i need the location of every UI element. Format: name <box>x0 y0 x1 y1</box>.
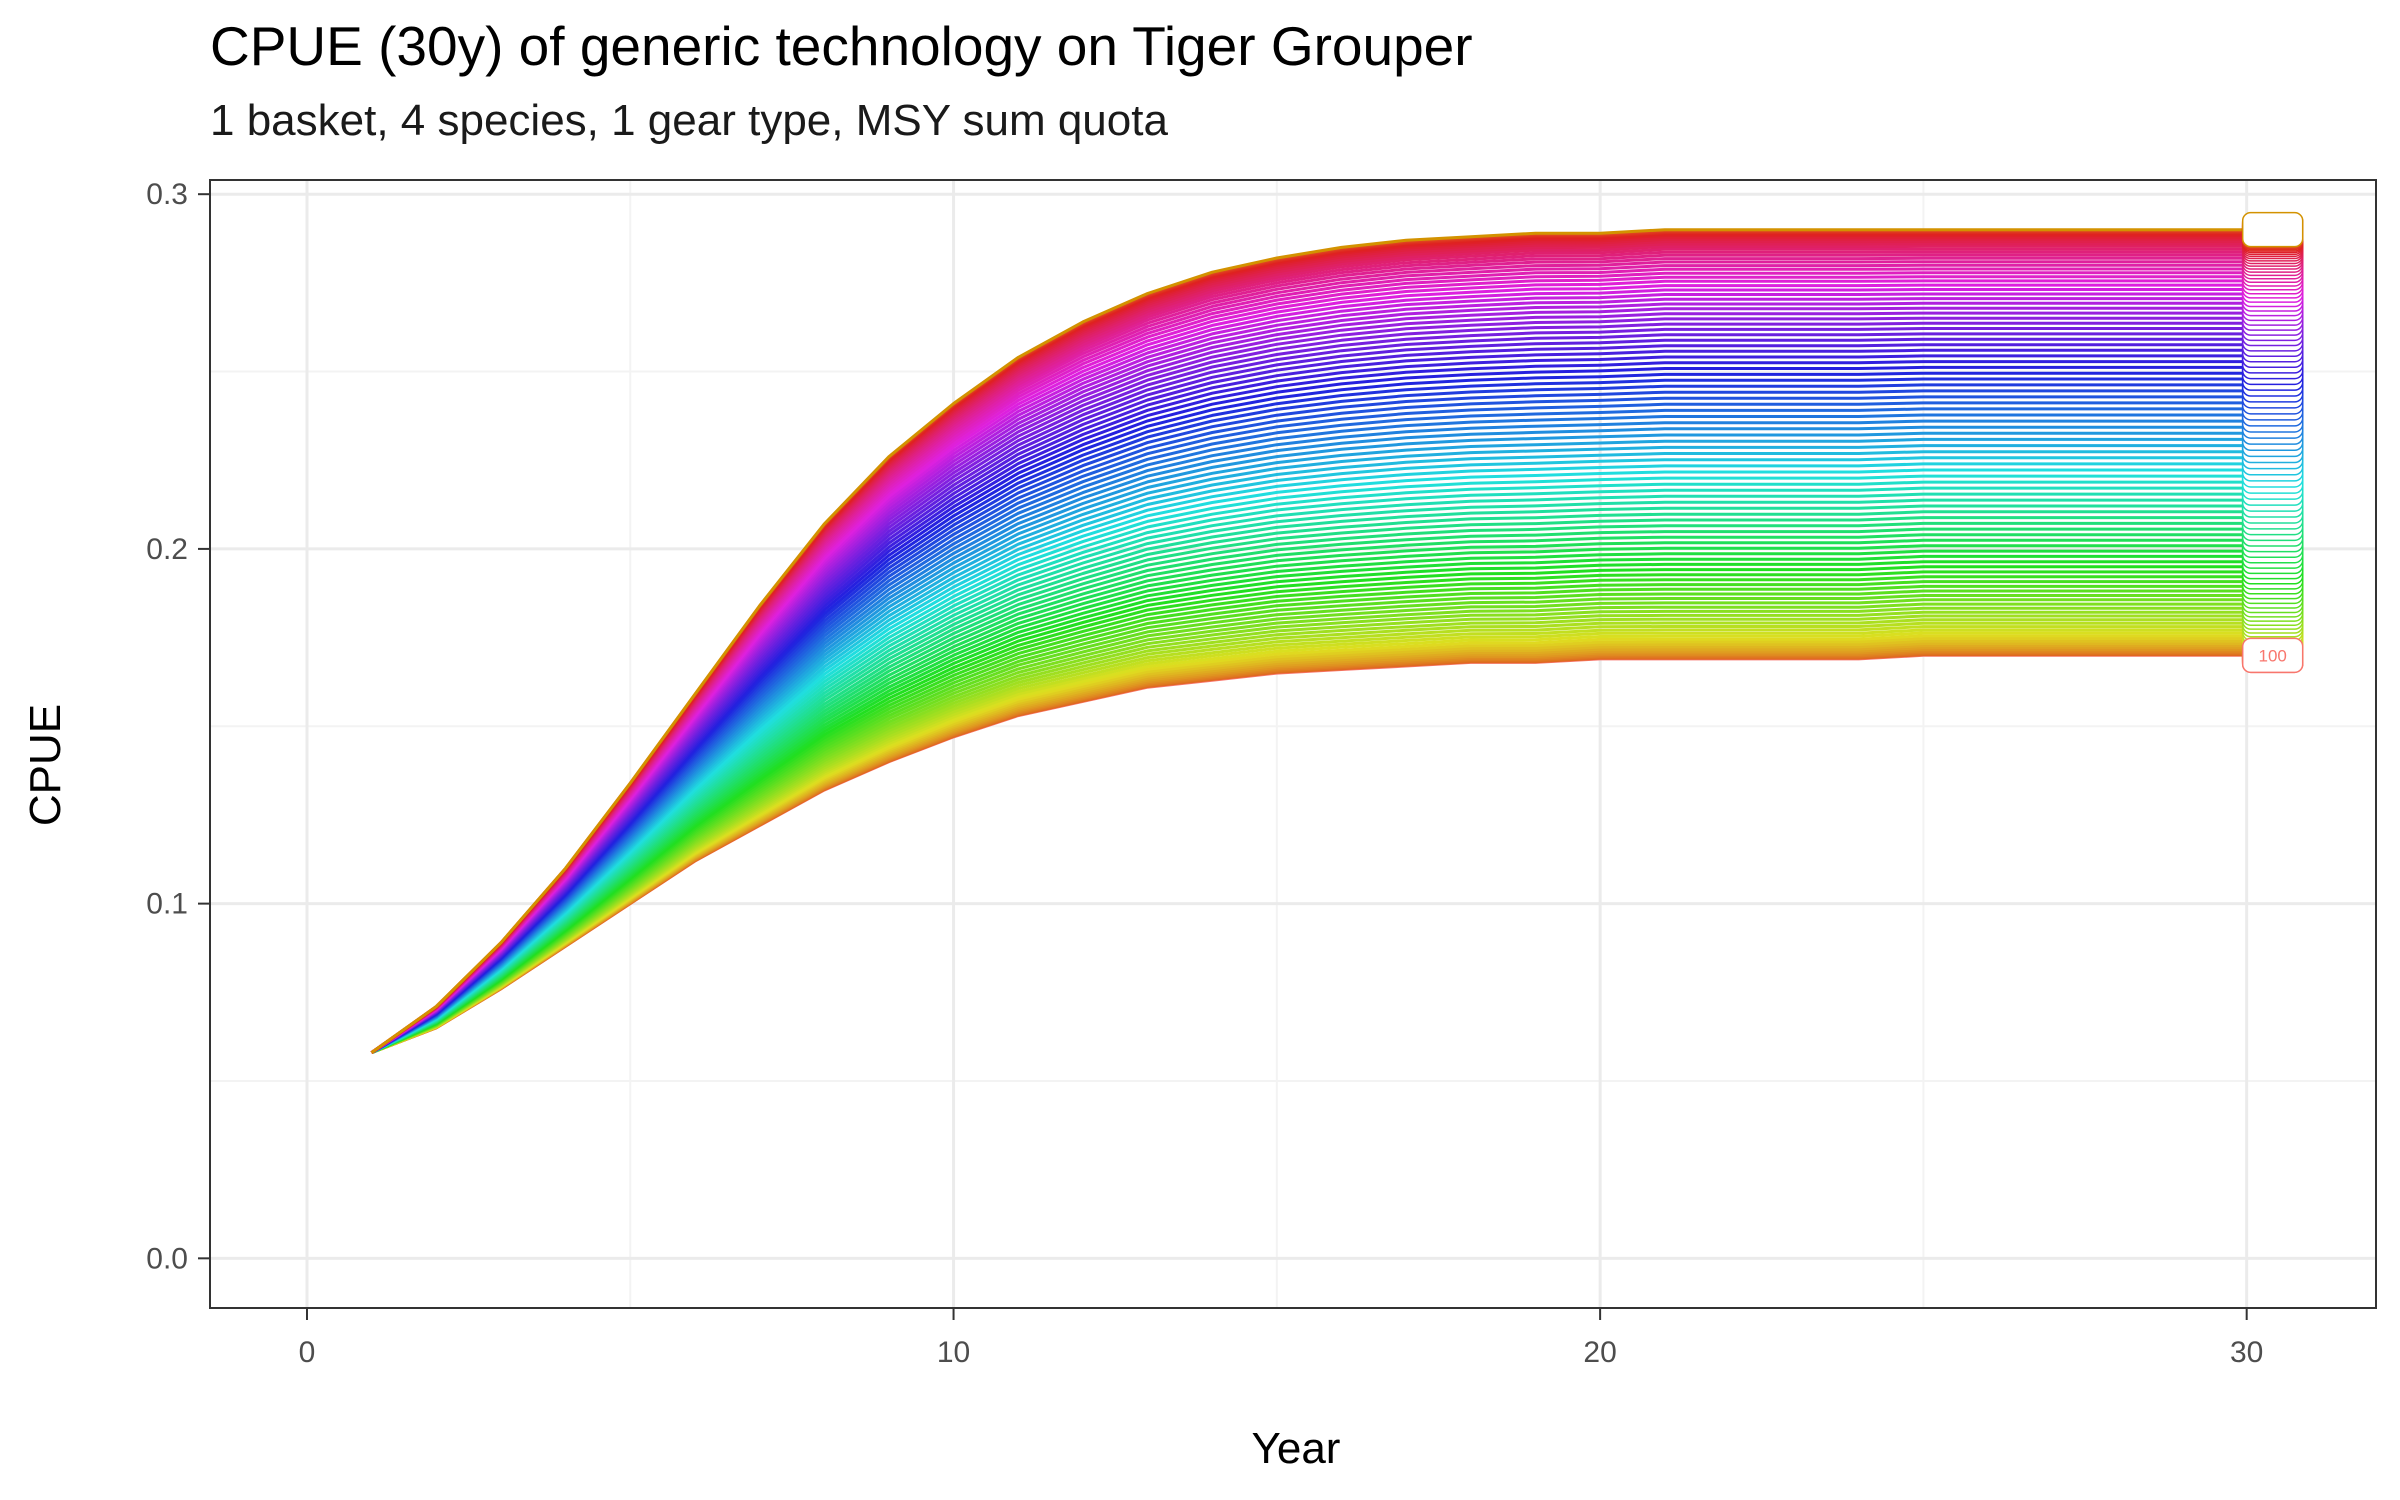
x-axis-label: Year <box>1251 1424 1341 1473</box>
series-line <box>370 437 2247 1054</box>
end-label-box <box>2241 637 2304 674</box>
series-line <box>370 554 2247 1054</box>
series-line <box>370 510 2247 1054</box>
series-line <box>370 516 2247 1054</box>
series-line <box>370 468 2247 1054</box>
series-line <box>370 474 2247 1054</box>
end-label-text: 100 <box>2258 646 2286 665</box>
series-line <box>370 377 2247 1054</box>
series-line <box>370 413 2247 1054</box>
series-line <box>370 504 2247 1054</box>
series-line <box>370 401 2247 1054</box>
series-line <box>370 544 2247 1054</box>
series-line <box>370 521 2247 1054</box>
end-labels: 100 <box>2241 211 2304 674</box>
series-line <box>370 492 2247 1054</box>
y-tick-label: 0.1 <box>146 888 188 921</box>
series-line <box>370 498 2247 1054</box>
series-line <box>370 533 2247 1054</box>
series-line <box>370 450 2247 1054</box>
x-tick-label: 20 <box>1583 1336 1616 1369</box>
series-line <box>370 383 2247 1054</box>
series-line <box>370 527 2247 1054</box>
series-line <box>370 462 2247 1054</box>
series-line <box>370 431 2247 1054</box>
series-line <box>370 456 2247 1054</box>
series-line <box>370 228 2247 1054</box>
y-tick-label: 0.2 <box>146 533 188 566</box>
series-line <box>370 480 2247 1054</box>
series-line <box>370 538 2247 1054</box>
x-tick-label: 10 <box>937 1336 970 1369</box>
y-tick-label: 0.3 <box>146 178 188 211</box>
panel-border <box>209 179 2377 1309</box>
series-line <box>370 348 2247 1054</box>
series-line <box>370 560 2247 1054</box>
x-tick-label: 30 <box>2230 1336 2263 1369</box>
end-label-box <box>2241 211 2304 248</box>
chart-title: CPUE (30y) of generic technology on Tige… <box>210 15 1473 77</box>
x-tick-label: 0 <box>299 1336 316 1369</box>
series-line <box>370 425 2247 1054</box>
series-line <box>370 327 2247 1054</box>
series-line <box>370 549 2247 1054</box>
series-line <box>370 419 2247 1054</box>
y-tick-label: 0.0 <box>146 1242 188 1275</box>
series-line <box>370 444 2247 1054</box>
series-line <box>370 486 2247 1054</box>
axes: 0 10 20 30 0.0 0.1 0.2 0.3 <box>146 178 2263 1369</box>
chart-subtitle: 1 basket, 4 species, 1 gear type, MSY su… <box>210 96 1168 145</box>
series-lines <box>370 228 2247 1055</box>
